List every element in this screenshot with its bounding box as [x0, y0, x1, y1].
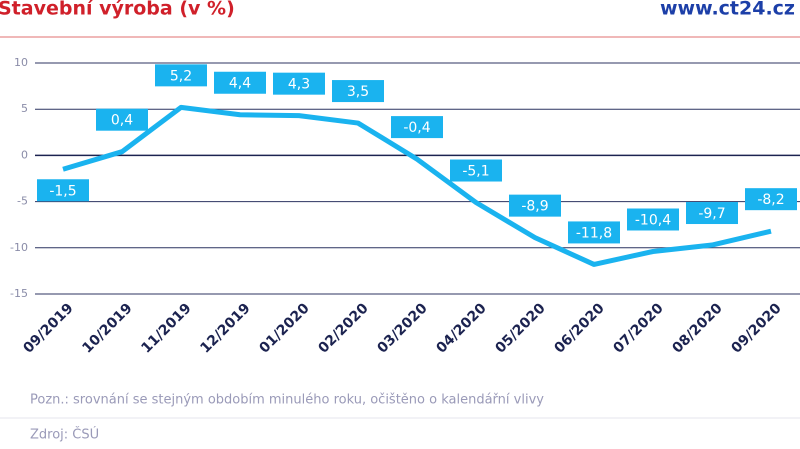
value-label: 5,2	[170, 68, 192, 84]
y-tick-label: -5	[17, 195, 28, 208]
value-label: 4,4	[229, 76, 251, 92]
value-label: 0,4	[111, 113, 133, 129]
value-label-box	[509, 194, 561, 217]
value-label: -11,8	[576, 225, 612, 241]
x-tick-label: 11/2019	[138, 300, 194, 356]
source: Zdroj: ČSÚ	[30, 427, 99, 443]
y-tick-label: -15	[10, 287, 28, 300]
value-label: -1,5	[49, 183, 76, 199]
y-tick-label: 0	[21, 148, 28, 161]
value-label-box	[627, 208, 679, 231]
y-tick-label: -10	[10, 241, 28, 254]
x-tick-label: 03/2020	[374, 300, 430, 356]
brand: www.ct24.cz	[660, 0, 795, 20]
y-tick-label: 5	[21, 102, 28, 115]
x-tick-label: 04/2020	[433, 300, 489, 356]
value-label-box	[96, 108, 148, 131]
value-label: -8,9	[521, 199, 548, 215]
note: Pozn.: srovnání se stejným obdobím minul…	[30, 393, 544, 408]
value-label-box	[745, 188, 797, 211]
x-tick-label: 10/2019	[79, 300, 135, 356]
x-tick-label: 09/2020	[728, 300, 784, 356]
x-tick-label: 09/2019	[20, 300, 76, 356]
y-tick-label: 10	[14, 56, 28, 69]
value-label-box	[37, 179, 89, 202]
value-label-box	[155, 64, 207, 87]
x-tick-label: 02/2020	[315, 300, 371, 356]
x-tick-label: 06/2020	[551, 300, 607, 356]
x-tick-label: 12/2019	[197, 300, 253, 356]
x-tick-label: 05/2020	[492, 300, 548, 356]
line	[62, 104, 772, 267]
value-label: 4,3	[288, 77, 310, 93]
value-label: 3,5	[347, 84, 369, 100]
value-label-box	[214, 71, 266, 94]
x-tick-label: 07/2020	[610, 300, 666, 356]
chart-title: Stavební výroba (v %)	[0, 0, 235, 20]
value-label: -9,7	[698, 206, 725, 222]
value-label: -8,2	[757, 192, 784, 208]
value-label-box	[450, 159, 502, 182]
value-label-box	[391, 116, 443, 139]
value-label-box	[332, 80, 384, 103]
value-label: -10,4	[635, 212, 671, 228]
x-tick-label: 08/2020	[669, 300, 725, 356]
x-tick-label: 01/2020	[256, 300, 312, 356]
value-label-box	[568, 221, 620, 244]
value-label-box	[273, 72, 325, 95]
value-label-box	[686, 202, 738, 225]
value-label: -0,4	[403, 120, 430, 136]
value-label: -5,1	[462, 164, 489, 180]
